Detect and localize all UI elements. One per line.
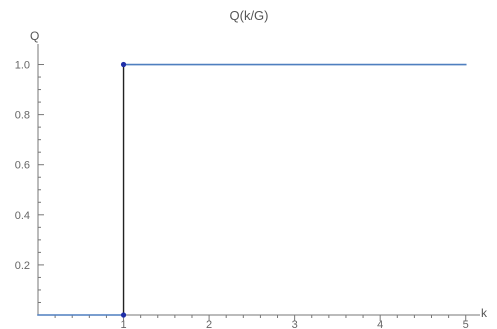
y-tick-label: 0.4 <box>15 210 30 222</box>
y-axis-label: Q <box>30 29 39 43</box>
chart-title: Q(k/G) <box>230 8 269 23</box>
y-tick-label: 0.8 <box>15 110 30 122</box>
data-layer <box>37 61 467 318</box>
axes-layer: 1 2 3 4 5 0.2 0.4 0.6 0.8 1.0 <box>15 44 480 329</box>
y-tick-label: 0.6 <box>15 160 30 172</box>
y-tick-label: 1.0 <box>15 60 30 72</box>
x-tick-label: 5 <box>463 319 469 329</box>
x-tick-label: 4 <box>377 319 383 329</box>
data-point-2 <box>120 61 127 68</box>
x-tick-label: 2 <box>206 319 212 329</box>
data-point-1 <box>120 312 127 318</box>
x-tick-label: 1 <box>120 319 126 329</box>
x-axis-label: k <box>481 306 488 320</box>
y-tick-label: 0.2 <box>15 260 30 272</box>
x-tick-label: 3 <box>292 319 298 329</box>
